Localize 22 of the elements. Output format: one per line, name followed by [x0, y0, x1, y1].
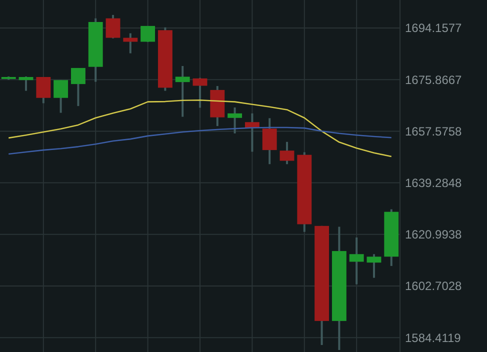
- y-tick-label: 1675.8667: [405, 72, 462, 87]
- candlestick: [70, 66, 86, 108]
- candlestick: [140, 24, 156, 44]
- candlestick: [192, 76, 208, 109]
- y-tick-label: 1584.4119: [405, 330, 462, 345]
- y-tick-label: 1602.7028: [405, 279, 462, 294]
- candlestick: [54, 79, 68, 114]
- y-tick-label: 1657.5758: [405, 124, 462, 138]
- candlestick: [280, 140, 294, 166]
- candlestick: [349, 236, 364, 286]
- y-tick-label: 1639.2848: [405, 176, 462, 190]
- candlestick: [36, 76, 51, 104]
- candlestick: [262, 117, 277, 166]
- candlestick: [228, 106, 242, 134]
- y-tick-label: 1694.1577: [405, 21, 462, 36]
- line-series: [8, 99, 392, 158]
- candlestick: [106, 14, 120, 40]
- candlestick: [175, 65, 190, 118]
- y-tick-label: 1620.9938: [405, 228, 462, 242]
- candlestick: [366, 253, 382, 279]
- candlestick: [18, 75, 34, 92]
- candlestick: [244, 112, 260, 153]
